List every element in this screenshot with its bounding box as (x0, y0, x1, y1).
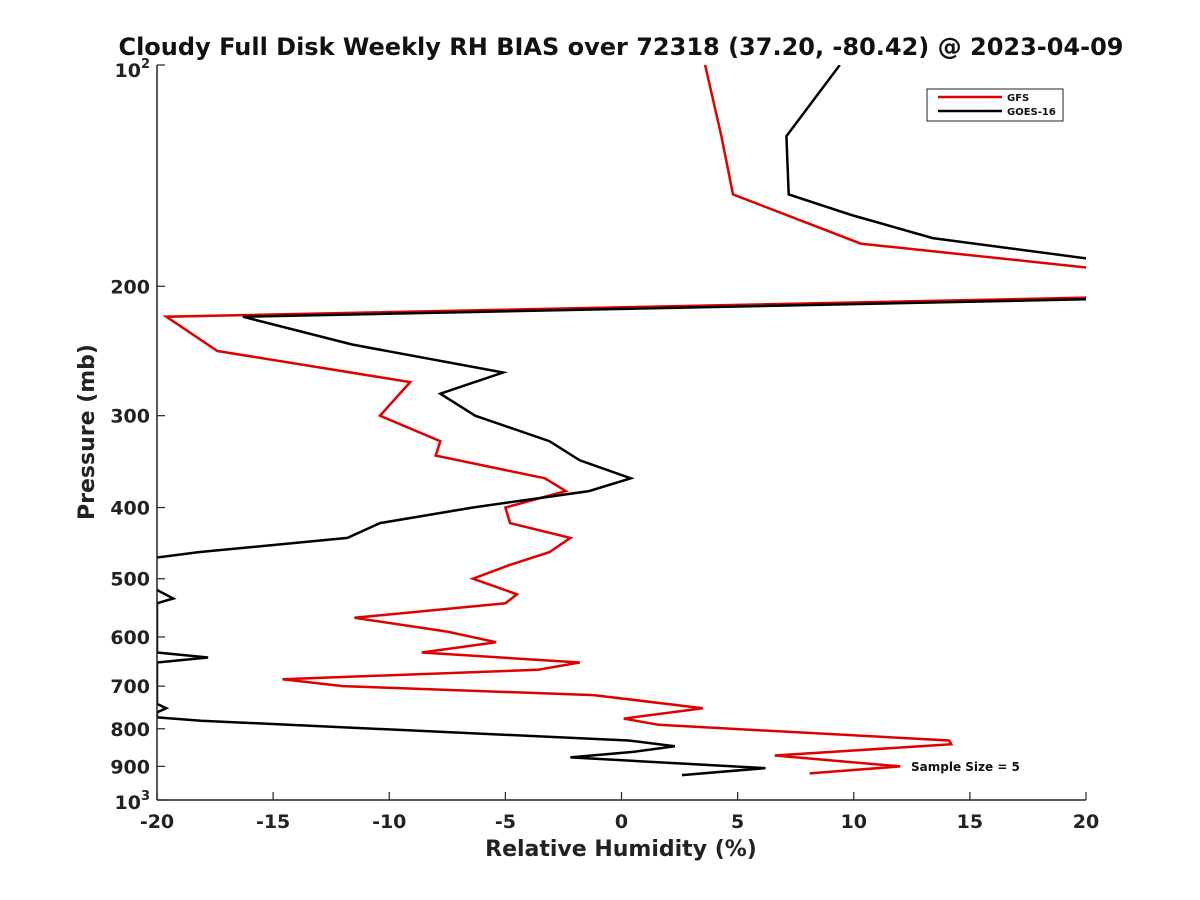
y-ticks: 200 300 400 500 600 700 800 900 (110, 64, 165, 801)
x-tick-label: -20 (140, 811, 174, 833)
y-top-tick-label: 102 (115, 57, 151, 82)
x-tick-label: 10 (841, 811, 867, 833)
y-tick-label: 400 (110, 498, 150, 520)
y-bottom-tick-label: 103 (115, 789, 151, 814)
sample-size-annotation: Sample Size = 5 (911, 760, 1020, 774)
y-tick-label: 300 (110, 406, 150, 428)
y-tick-label: 900 (110, 756, 150, 778)
x-tick-label: -5 (495, 811, 516, 833)
y-bottom-base: 10 (115, 792, 141, 814)
y-axis-label: Pressure (mb) (75, 344, 100, 520)
y-bottom-exp: 3 (141, 789, 150, 804)
y-tick-label: 700 (110, 676, 150, 698)
legend-label-goes16: GOES-16 (1007, 107, 1056, 118)
y-top-exp: 2 (141, 57, 150, 72)
legend-label-gfs: GFS (1007, 93, 1029, 104)
x-tick-label: 15 (957, 811, 983, 833)
y-tick-label: 500 (110, 569, 150, 591)
x-axis-label: Relative Humidity (%) (485, 837, 757, 862)
series-layer (157, 65, 1086, 777)
y-tick-label: 600 (110, 627, 150, 649)
y-tick-label: 800 (110, 719, 150, 741)
x-tick-label: -15 (256, 811, 290, 833)
plot-area (157, 65, 1086, 800)
y-axis-end-labels: 102 103 (115, 57, 151, 814)
chart-title: Cloudy Full Disk Weekly RH BIAS over 723… (118, 33, 1123, 61)
y-tick-label: 200 (110, 276, 150, 298)
x-tick-label: 20 (1073, 811, 1099, 833)
x-tick-label: -10 (372, 811, 406, 833)
series-line-gfs (162, 65, 1086, 775)
y-top-base: 10 (115, 60, 141, 82)
series-line-goes16 (157, 65, 1086, 777)
x-tick-label: 0 (615, 811, 628, 833)
legend-box (926, 88, 1064, 122)
legend: GFS GOES-16 (926, 88, 1064, 122)
x-ticks: -20 -15 -10 -5 0 5 10 15 20 (140, 792, 1099, 833)
x-tick-label: 5 (731, 811, 744, 833)
